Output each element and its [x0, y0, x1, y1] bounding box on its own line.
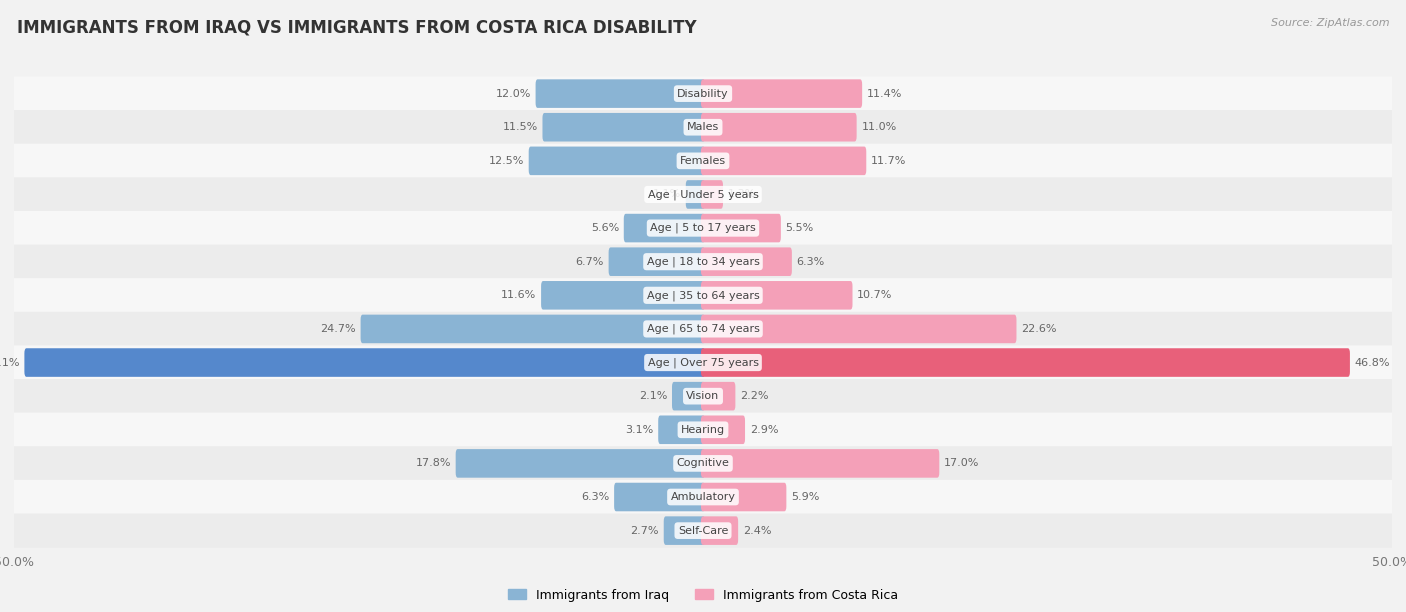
FancyBboxPatch shape [543, 113, 704, 141]
Text: Males: Males [688, 122, 718, 132]
Text: 5.9%: 5.9% [792, 492, 820, 502]
Text: Females: Females [681, 156, 725, 166]
Text: Age | 5 to 17 years: Age | 5 to 17 years [650, 223, 756, 233]
FancyBboxPatch shape [529, 146, 704, 175]
Text: 6.7%: 6.7% [575, 256, 603, 267]
Text: 2.1%: 2.1% [638, 391, 668, 401]
FancyBboxPatch shape [360, 315, 704, 343]
Text: Source: ZipAtlas.com: Source: ZipAtlas.com [1271, 18, 1389, 28]
FancyBboxPatch shape [14, 177, 1392, 212]
Text: 6.3%: 6.3% [797, 256, 825, 267]
Text: 6.3%: 6.3% [581, 492, 609, 502]
Text: 46.8%: 46.8% [1355, 357, 1391, 368]
FancyBboxPatch shape [456, 449, 704, 478]
Text: 5.5%: 5.5% [786, 223, 814, 233]
Text: Cognitive: Cognitive [676, 458, 730, 468]
Text: 2.4%: 2.4% [742, 526, 772, 536]
FancyBboxPatch shape [14, 144, 1392, 178]
FancyBboxPatch shape [624, 214, 704, 242]
FancyBboxPatch shape [702, 180, 723, 209]
FancyBboxPatch shape [672, 382, 704, 411]
Text: 49.1%: 49.1% [0, 357, 20, 368]
Text: 17.8%: 17.8% [415, 458, 451, 468]
FancyBboxPatch shape [702, 146, 866, 175]
Text: 1.1%: 1.1% [652, 190, 681, 200]
FancyBboxPatch shape [14, 412, 1392, 447]
Text: Disability: Disability [678, 89, 728, 99]
FancyBboxPatch shape [702, 214, 780, 242]
Text: 17.0%: 17.0% [945, 458, 980, 468]
FancyBboxPatch shape [702, 113, 856, 141]
FancyBboxPatch shape [14, 211, 1392, 245]
FancyBboxPatch shape [536, 80, 704, 108]
FancyBboxPatch shape [702, 348, 1350, 377]
Text: 11.6%: 11.6% [501, 290, 536, 300]
FancyBboxPatch shape [14, 110, 1392, 144]
FancyBboxPatch shape [14, 278, 1392, 313]
FancyBboxPatch shape [702, 382, 735, 411]
Text: Ambulatory: Ambulatory [671, 492, 735, 502]
FancyBboxPatch shape [702, 80, 862, 108]
Text: 2.2%: 2.2% [740, 391, 769, 401]
Text: Age | Over 75 years: Age | Over 75 years [648, 357, 758, 368]
FancyBboxPatch shape [14, 480, 1392, 514]
Text: Age | 35 to 64 years: Age | 35 to 64 years [647, 290, 759, 300]
Text: 22.6%: 22.6% [1021, 324, 1057, 334]
Text: Vision: Vision [686, 391, 720, 401]
FancyBboxPatch shape [14, 513, 1392, 548]
Text: 2.7%: 2.7% [630, 526, 659, 536]
Text: Self-Care: Self-Care [678, 526, 728, 536]
FancyBboxPatch shape [614, 483, 704, 511]
FancyBboxPatch shape [664, 517, 704, 545]
FancyBboxPatch shape [14, 345, 1392, 379]
FancyBboxPatch shape [702, 281, 852, 310]
Text: 12.0%: 12.0% [495, 89, 531, 99]
FancyBboxPatch shape [14, 446, 1392, 480]
Text: Age | 18 to 34 years: Age | 18 to 34 years [647, 256, 759, 267]
FancyBboxPatch shape [14, 379, 1392, 413]
FancyBboxPatch shape [702, 483, 786, 511]
FancyBboxPatch shape [14, 76, 1392, 111]
Text: 2.9%: 2.9% [749, 425, 779, 435]
Text: 1.3%: 1.3% [728, 190, 756, 200]
Text: 11.4%: 11.4% [868, 89, 903, 99]
FancyBboxPatch shape [541, 281, 704, 310]
Text: 11.7%: 11.7% [872, 156, 907, 166]
Text: 5.6%: 5.6% [591, 223, 619, 233]
FancyBboxPatch shape [686, 180, 704, 209]
Text: Hearing: Hearing [681, 425, 725, 435]
Text: 11.0%: 11.0% [862, 122, 897, 132]
FancyBboxPatch shape [24, 348, 704, 377]
Text: 24.7%: 24.7% [321, 324, 356, 334]
FancyBboxPatch shape [702, 315, 1017, 343]
FancyBboxPatch shape [658, 416, 704, 444]
FancyBboxPatch shape [702, 517, 738, 545]
FancyBboxPatch shape [609, 247, 704, 276]
FancyBboxPatch shape [702, 247, 792, 276]
FancyBboxPatch shape [14, 312, 1392, 346]
FancyBboxPatch shape [702, 449, 939, 478]
Text: 12.5%: 12.5% [488, 156, 524, 166]
Text: Age | 65 to 74 years: Age | 65 to 74 years [647, 324, 759, 334]
Text: 3.1%: 3.1% [626, 425, 654, 435]
Text: IMMIGRANTS FROM IRAQ VS IMMIGRANTS FROM COSTA RICA DISABILITY: IMMIGRANTS FROM IRAQ VS IMMIGRANTS FROM … [17, 18, 696, 36]
FancyBboxPatch shape [14, 245, 1392, 279]
Text: Age | Under 5 years: Age | Under 5 years [648, 189, 758, 200]
Legend: Immigrants from Iraq, Immigrants from Costa Rica: Immigrants from Iraq, Immigrants from Co… [502, 584, 904, 606]
Text: 10.7%: 10.7% [858, 290, 893, 300]
FancyBboxPatch shape [702, 416, 745, 444]
Text: 11.5%: 11.5% [502, 122, 537, 132]
